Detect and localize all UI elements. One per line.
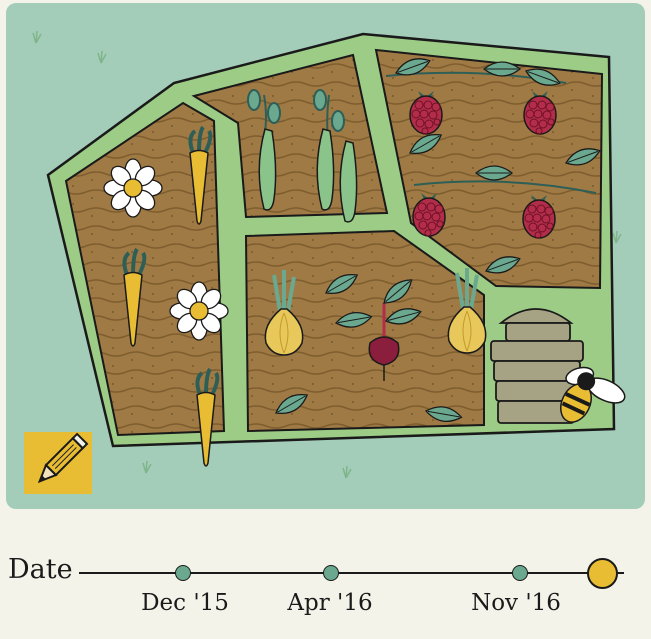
timeline-date-label: Nov '16 bbox=[471, 590, 561, 616]
timeline-point-apr-16[interactable] bbox=[323, 565, 339, 581]
beehive bbox=[490, 308, 584, 424]
timeline-point-current[interactable] bbox=[587, 558, 618, 589]
timeline: Date Dec '15 Apr '16 Nov '16 bbox=[0, 540, 651, 639]
garden-map bbox=[6, 3, 645, 509]
timeline-date-label: Apr '16 bbox=[287, 590, 373, 616]
plot-peas bbox=[191, 53, 389, 223]
plot-onions-and-beets bbox=[244, 229, 488, 433]
plot-carrots-and-flowers bbox=[64, 101, 229, 468]
timeline-track bbox=[79, 572, 624, 574]
timeline-label: Date bbox=[8, 554, 73, 585]
edit-button[interactable] bbox=[24, 432, 92, 494]
pencil-icon bbox=[24, 432, 92, 494]
timeline-date-label: Dec '15 bbox=[141, 590, 229, 616]
plot-raspberries bbox=[374, 48, 604, 290]
timeline-point-nov-16[interactable] bbox=[512, 565, 528, 581]
bee-icon bbox=[560, 366, 626, 423]
timeline-point-dec-15[interactable] bbox=[175, 565, 191, 581]
